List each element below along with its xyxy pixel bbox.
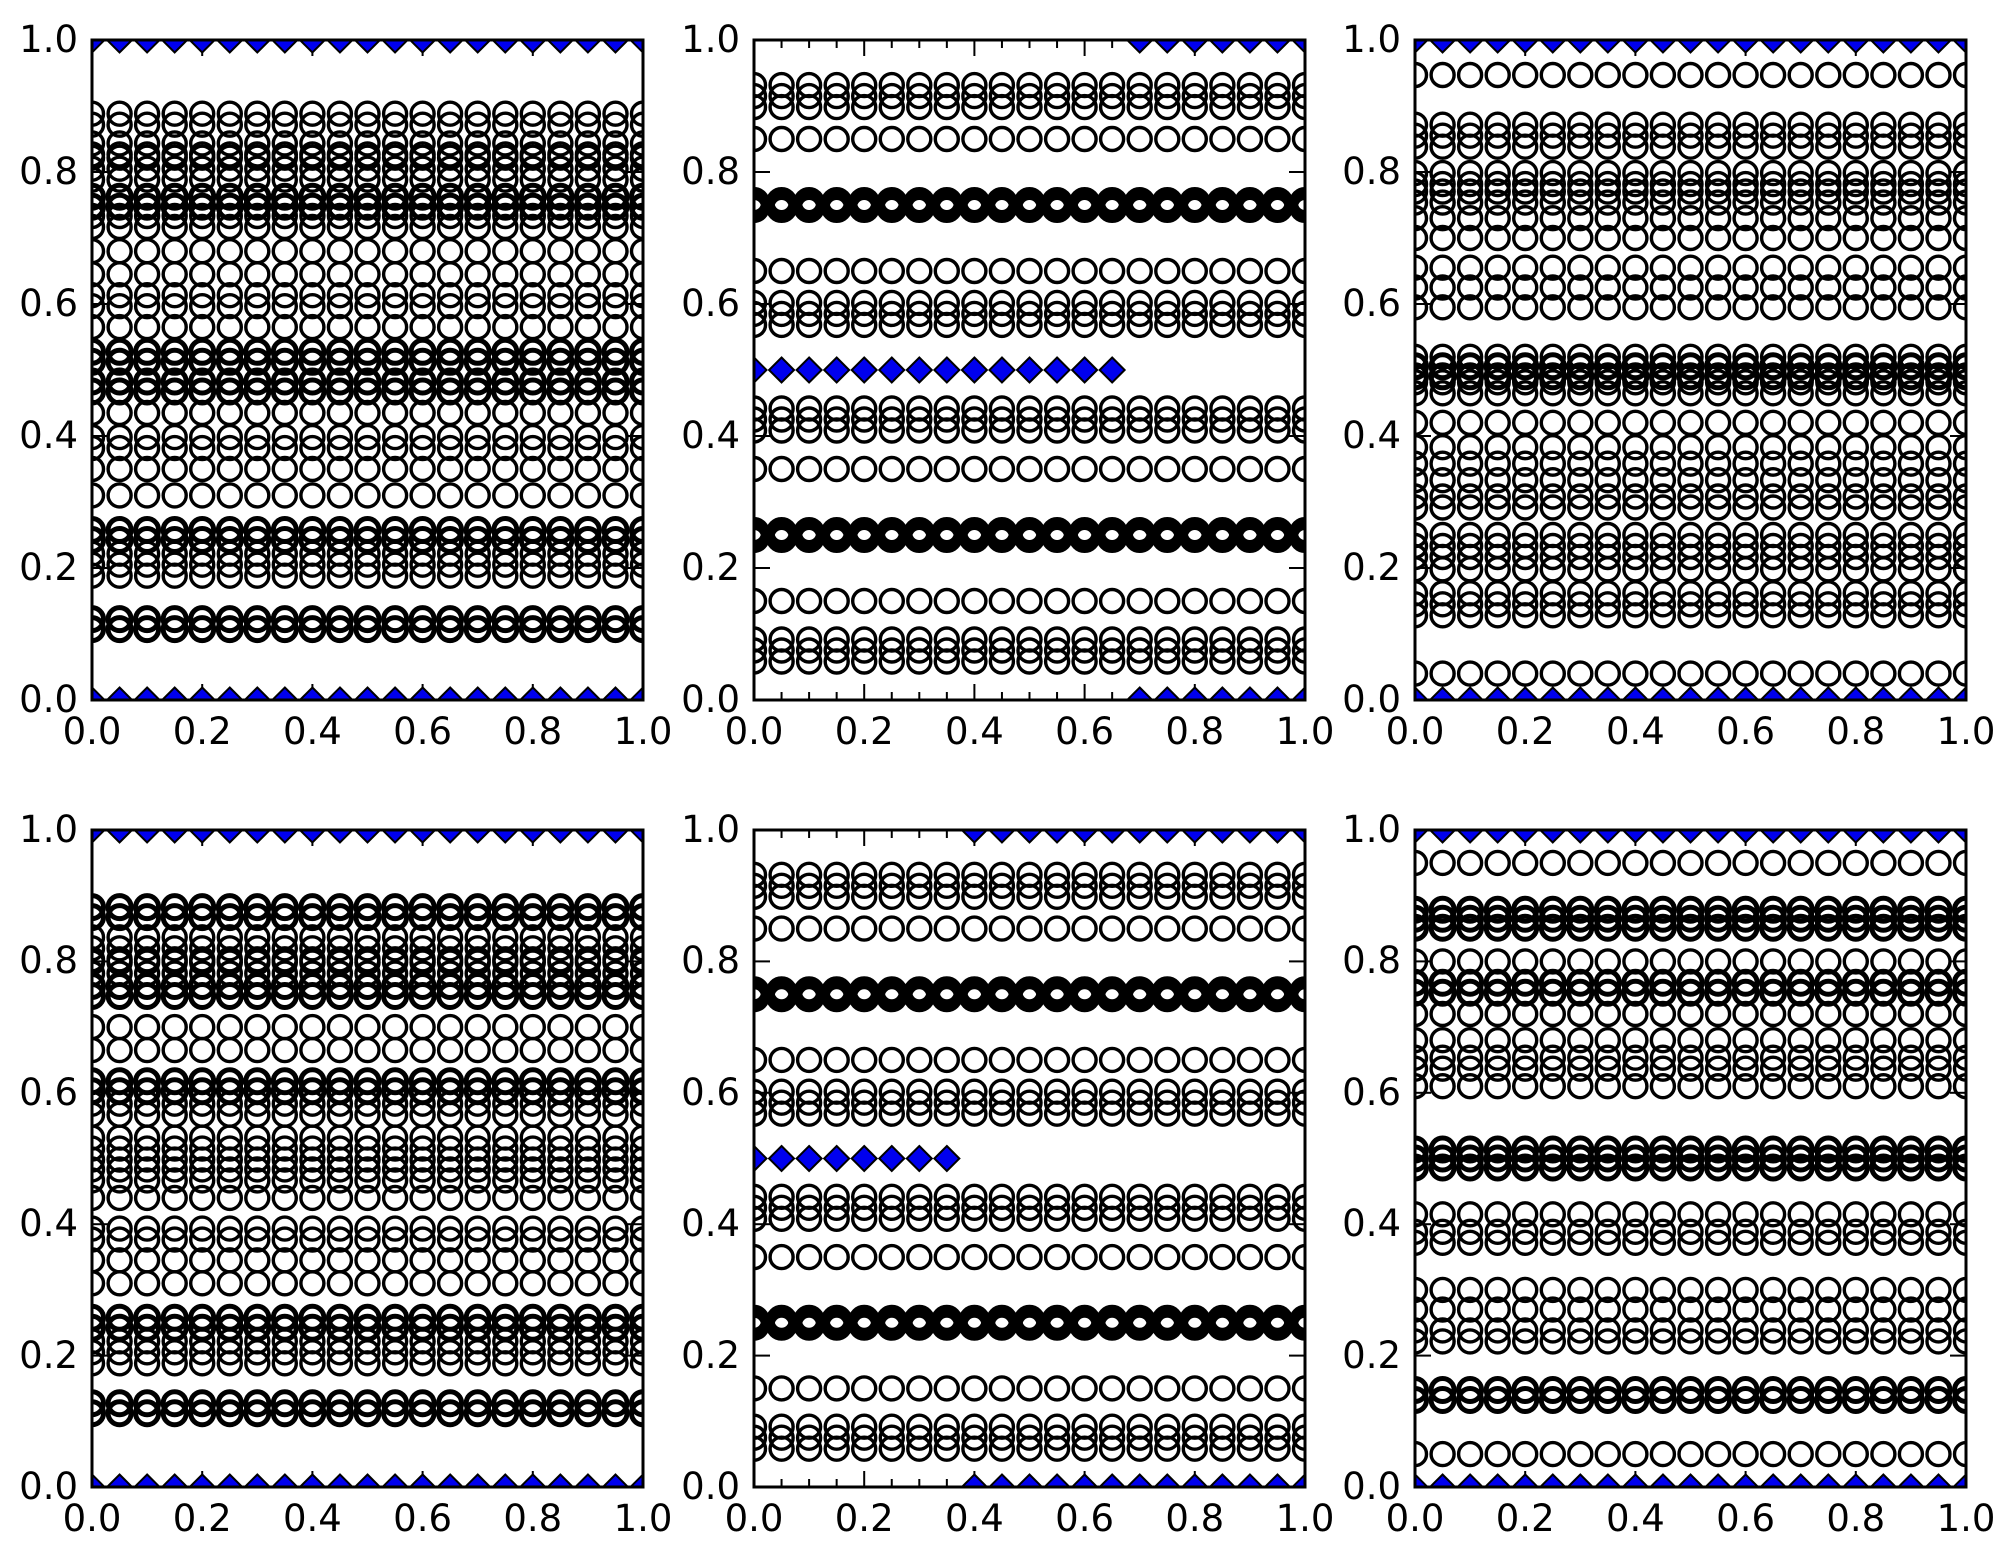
x-tick-label: 1.0 (1275, 1497, 1335, 1540)
x-tick-label: 0.2 (1495, 1497, 1555, 1540)
y-tick-label: 0.0 (681, 678, 740, 721)
y-tick-label: 0.2 (19, 1333, 78, 1377)
y-tick-label: 0.4 (1342, 414, 1401, 457)
x-tick-label: 0.2 (172, 1497, 232, 1540)
x-tick-label: 0.4 (1605, 710, 1665, 753)
panel-bottom-left-plot-svg (90, 828, 645, 1489)
x-tick-label: 0.6 (1716, 1497, 1776, 1540)
y-tick-label: 0.6 (681, 1070, 740, 1114)
panel-bottom-middle-plot-svg (752, 828, 1307, 1489)
x-tick-label: 0.4 (282, 1497, 342, 1540)
markers (754, 830, 1305, 1487)
panel-top-middle-plot-svg (752, 38, 1307, 702)
markers (92, 830, 643, 1487)
panel-top-right-plot-svg (1413, 38, 1968, 702)
y-tick-label: 0.4 (681, 414, 740, 457)
panel-top-left-plot-svg (90, 38, 645, 702)
x-tick-label: 0.8 (503, 1497, 563, 1540)
y-tick-label: 0.4 (19, 1202, 78, 1246)
y-tick-label: 0.6 (1342, 282, 1401, 325)
y-tick-label: 1.0 (19, 18, 78, 61)
y-tick-label: 0.0 (1342, 678, 1401, 721)
x-tick-label: 0.0 (62, 710, 122, 753)
x-tick-label: 0.0 (1385, 1497, 1445, 1540)
y-tick-label: 0.4 (1342, 1202, 1401, 1246)
x-tick-label: 0.4 (944, 1497, 1004, 1540)
x-tick-label: 0.6 (1055, 1497, 1115, 1540)
x-tick-label: 1.0 (613, 1497, 673, 1540)
x-tick-label: 0.8 (503, 710, 563, 753)
y-tick-label: 0.0 (19, 1465, 78, 1508)
x-tick-label: 1.0 (1936, 710, 1996, 753)
x-tick-label: 0.0 (724, 1497, 784, 1540)
y-tick-label: 1.0 (681, 18, 740, 61)
markers (754, 40, 1305, 700)
y-tick-label: 0.0 (1342, 1465, 1401, 1508)
y-tick-label: 0.4 (681, 1202, 740, 1246)
x-tick-label: 0.2 (1495, 710, 1555, 753)
x-tick-label: 0.6 (1055, 710, 1115, 753)
y-tick-label: 0.2 (681, 546, 740, 589)
x-tick-label: 0.2 (834, 710, 894, 753)
x-tick-label: 0.8 (1165, 1497, 1225, 1540)
y-tick-label: 0.8 (1342, 150, 1401, 193)
y-tick-label: 1.0 (19, 808, 78, 851)
x-tick-label: 0.8 (1826, 710, 1886, 753)
x-tick-label: 0.2 (834, 1497, 894, 1540)
y-tick-label: 0.2 (19, 546, 78, 589)
y-tick-label: 1.0 (681, 808, 740, 851)
markers (1415, 830, 1966, 1487)
y-tick-label: 0.8 (19, 939, 78, 983)
y-tick-label: 0.6 (681, 282, 740, 325)
y-tick-label: 0.4 (19, 414, 78, 457)
x-tick-label: 1.0 (1275, 710, 1335, 753)
x-tick-label: 0.0 (1385, 710, 1445, 753)
y-tick-label: 0.8 (1342, 939, 1401, 983)
panel-bottom-right-plot-svg (1413, 828, 1968, 1489)
markers (1415, 40, 1966, 700)
x-tick-label: 1.0 (1936, 1497, 1996, 1540)
y-tick-label: 0.6 (1342, 1070, 1401, 1114)
x-tick-label: 0.8 (1165, 710, 1225, 753)
y-tick-label: 0.0 (681, 1465, 740, 1508)
y-tick-label: 0.2 (1342, 546, 1401, 589)
x-tick-label: 1.0 (613, 710, 673, 753)
x-tick-label: 0.6 (1716, 710, 1776, 753)
x-tick-label: 0.0 (62, 1497, 122, 1540)
x-tick-label: 0.4 (1605, 1497, 1665, 1540)
x-tick-label: 0.4 (282, 710, 342, 753)
y-tick-label: 0.6 (19, 1070, 78, 1114)
y-tick-label: 0.8 (681, 150, 740, 193)
y-tick-label: 0.8 (19, 150, 78, 193)
y-tick-label: 1.0 (1342, 18, 1401, 61)
x-tick-label: 0.6 (393, 710, 453, 753)
x-tick-label: 0.0 (724, 710, 784, 753)
x-tick-label: 0.6 (393, 1497, 453, 1540)
y-tick-label: 0.2 (681, 1333, 740, 1377)
y-tick-label: 0.0 (19, 678, 78, 721)
x-tick-label: 0.8 (1826, 1497, 1886, 1540)
y-tick-label: 0.6 (19, 282, 78, 325)
x-tick-label: 0.4 (944, 710, 1004, 753)
y-tick-label: 1.0 (1342, 808, 1401, 851)
y-tick-label: 0.2 (1342, 1333, 1401, 1377)
y-tick-label: 0.8 (681, 939, 740, 983)
markers (92, 40, 643, 700)
x-tick-label: 0.2 (172, 710, 232, 753)
